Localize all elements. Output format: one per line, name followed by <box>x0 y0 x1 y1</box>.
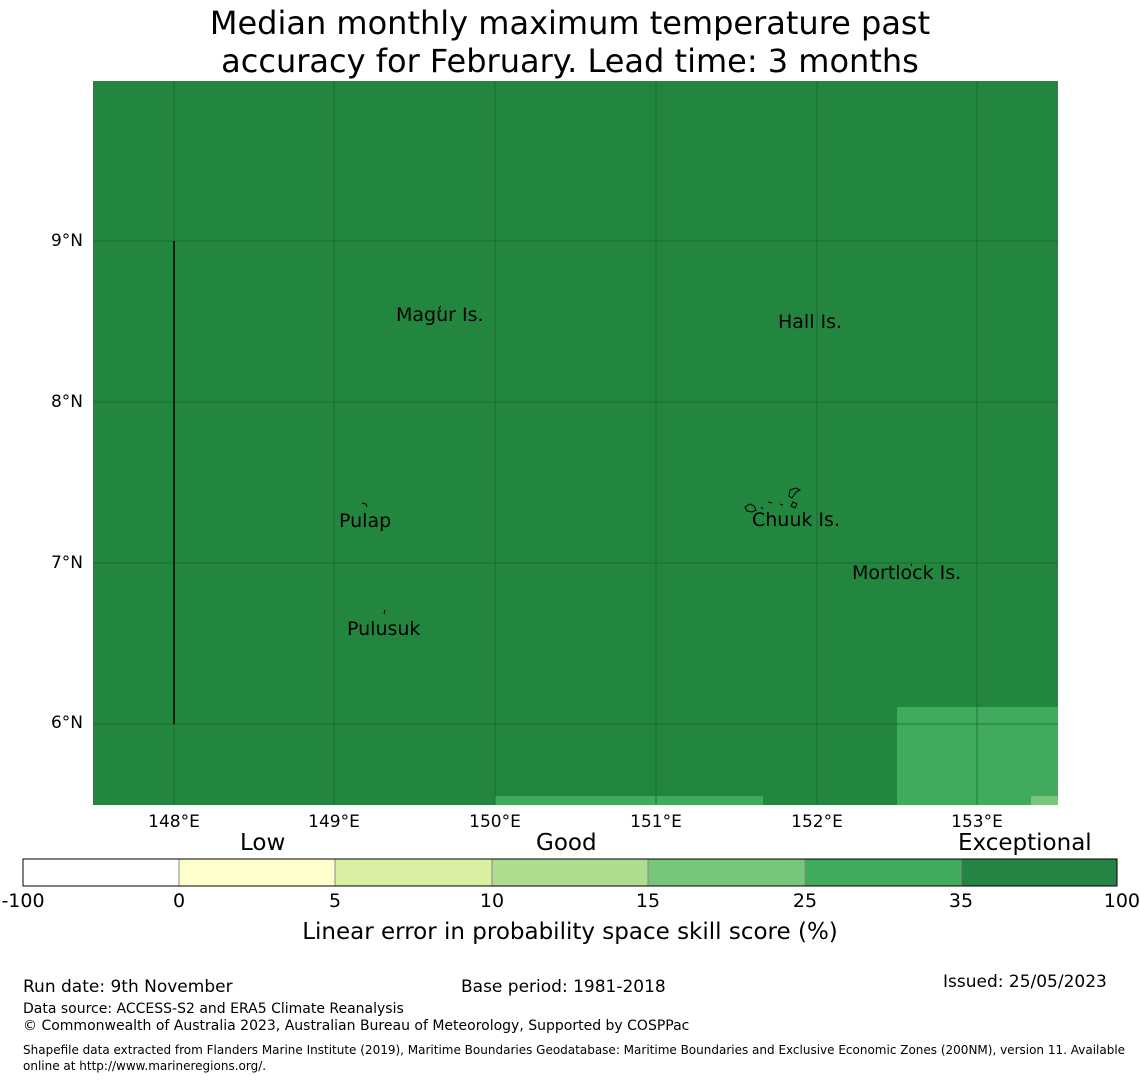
lat-label-6n: 6°N <box>50 713 83 733</box>
skill-patch-corner <box>1031 796 1058 805</box>
place-label-pulap: Pulap <box>339 510 392 532</box>
title-line-2: accuracy for February. Lead time: 3 mont… <box>221 42 919 80</box>
colorbar-segment-6 <box>805 859 961 886</box>
title-line-1: Median monthly maximum temperature past <box>209 4 931 42</box>
colorbar-segment-7 <box>961 859 1117 886</box>
colorbar-tick-minus100: -100 <box>1 890 45 912</box>
colorbar-outline <box>22 858 1118 887</box>
place-label-chuuk: Chuuk Is. <box>752 509 840 531</box>
lon-label-152e: 152°E <box>791 812 843 832</box>
shapefile-note: Shapefile data extracted from Flanders M… <box>23 1043 1126 1073</box>
lat-label-9n: 9°N <box>50 231 83 251</box>
colorbar-tick-100: 100 <box>1103 890 1140 912</box>
copyright-notice: © Commonwealth of Australia 2023, Austra… <box>23 1018 690 1034</box>
colorbar-tick-5: 5 <box>328 890 342 912</box>
colorbar-tick-15: 15 <box>635 890 661 912</box>
issued-date: Issued: 25/05/2023 <box>943 972 1107 992</box>
skill-patch-south <box>495 796 763 805</box>
lon-label-153e: 153°E <box>951 812 1003 832</box>
colorbar-tick-0: 0 <box>172 890 186 912</box>
place-label-pulusuk: Pulusuk <box>347 618 421 640</box>
place-label-hall: Hall Is. <box>778 311 843 333</box>
colorbar <box>22 858 1118 887</box>
lat-label-7n: 7°N <box>50 553 83 573</box>
colorbar-tick-25: 25 <box>792 890 818 912</box>
pulusuk-island-shape <box>383 609 386 615</box>
map-canvas <box>93 81 1058 805</box>
colorbar-segment-3 <box>335 859 492 886</box>
colorbar-label: Linear error in probability space skill … <box>302 919 838 945</box>
colorbar-segment-2 <box>179 859 335 886</box>
map-title: Median monthly maximum temperature past … <box>0 4 1140 80</box>
colorbar-segment-1 <box>23 859 179 886</box>
colorbar-category-low: Low <box>240 830 286 856</box>
colorbar-segment-5 <box>648 859 805 886</box>
colorbar-dividers <box>178 859 962 886</box>
lon-label-150e: 150°E <box>469 812 521 832</box>
pulap-island-shape <box>361 502 368 508</box>
colorbar-tick-35: 35 <box>948 890 974 912</box>
data-source: Data source: ACCESS-S2 and ERA5 Climate … <box>23 1001 404 1017</box>
base-period: Base period: 1981-2018 <box>461 977 666 997</box>
lon-label-151e: 151°E <box>630 812 682 832</box>
skill-patch-southeast <box>897 707 1058 805</box>
colorbar-tick-10: 10 <box>479 890 505 912</box>
colorbar-category-exceptional: Exceptional <box>958 830 1092 856</box>
chuuk-island-shape <box>744 487 802 513</box>
map-background <box>93 81 1058 805</box>
run-date: Run date: 9th November <box>23 977 233 997</box>
island-outlines <box>361 305 913 615</box>
lon-label-149e: 149°E <box>308 812 360 832</box>
magur-island-shape <box>438 305 442 313</box>
lon-label-148e: 148°E <box>148 812 200 832</box>
place-label-magur: Magur Is. <box>396 304 484 326</box>
lat-label-8n: 8°N <box>50 392 83 412</box>
mortlock-island-shape <box>910 563 913 567</box>
colorbar-category-good: Good <box>536 830 597 856</box>
colorbar-segment-4 <box>492 859 648 886</box>
map-gridlines <box>93 81 1058 805</box>
place-label-mortlock: Mortlock Is. <box>852 562 962 584</box>
